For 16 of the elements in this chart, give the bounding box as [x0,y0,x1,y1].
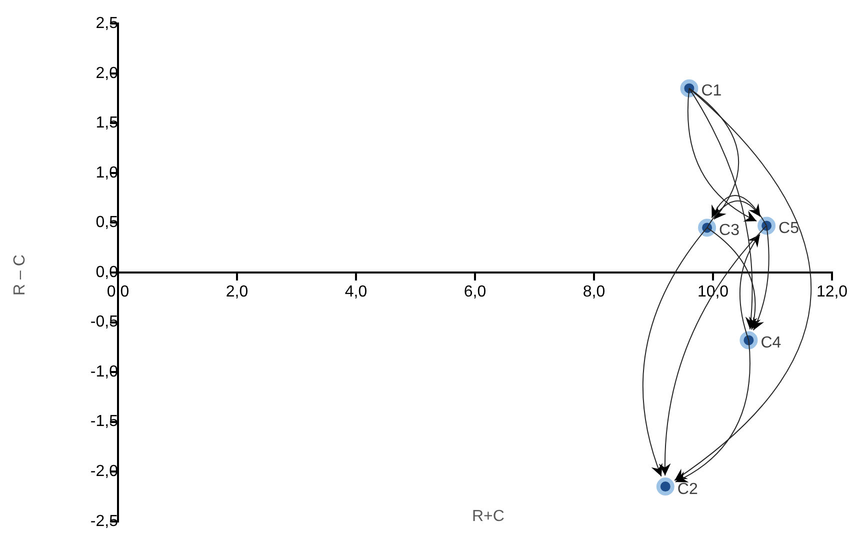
x-tick-label: 2,0 [226,284,248,301]
x-tick-label: 6,0 [464,284,486,301]
data-label: C2 [677,480,698,498]
x-tick-label: 8,0 [582,284,606,301]
data-label: C4 [760,334,782,352]
x-tick-label: 12,0 [816,284,848,301]
y-tick-label: -0,5 [90,314,118,331]
data-label: C1 [701,82,722,100]
y-tick-label: -1,5 [90,413,118,430]
point [740,331,758,350]
data-label: C3 [719,222,740,240]
point [656,478,674,496]
x-axis-title: R+C [472,508,504,526]
data-label: C5 [778,220,800,238]
x-tick-label: 4,0 [344,284,368,301]
y-axis-title: R – C [11,254,30,296]
